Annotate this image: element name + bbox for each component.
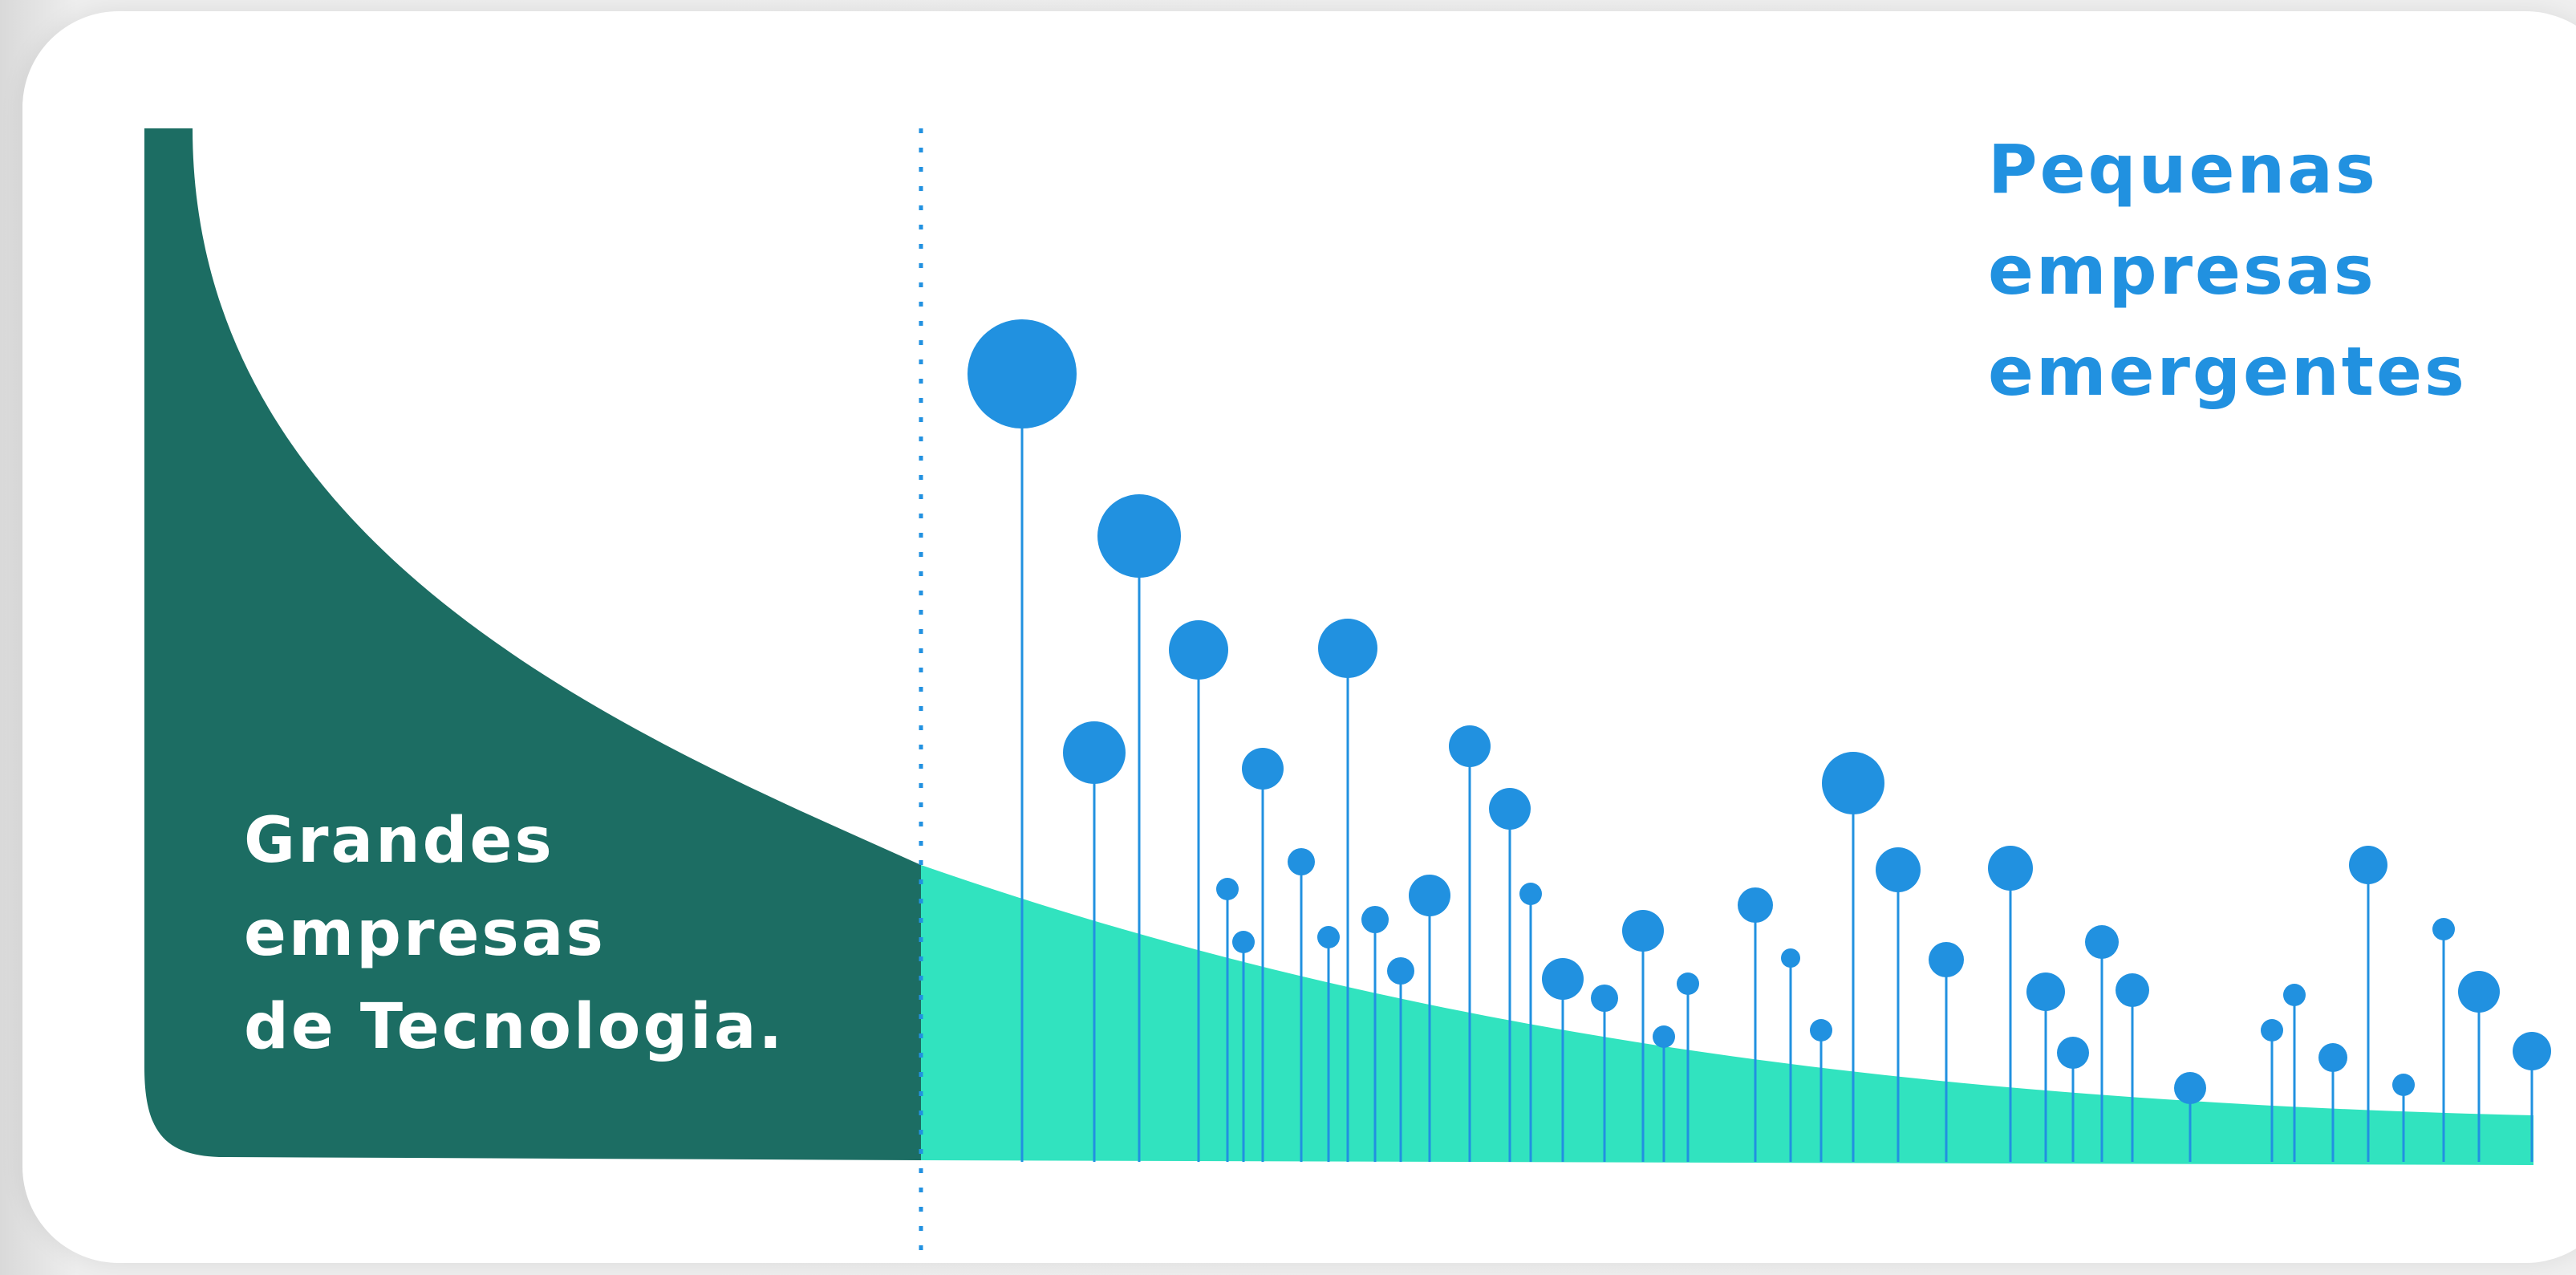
circle-pin-icon	[1097, 494, 1181, 578]
circle-pin-icon	[1677, 972, 1699, 995]
circle-pin-icon	[1988, 846, 2033, 891]
circle-pin-icon	[1591, 985, 1618, 1012]
circle-pin-icon	[1318, 619, 1377, 678]
circle-pin-icon	[1876, 847, 1921, 892]
circle-pin-icon	[2432, 918, 2455, 940]
circle-pin-icon	[1929, 942, 1964, 977]
big-tech-label-line-2: empresas	[244, 898, 606, 970]
startups-label-line-2: empresas	[1988, 231, 2376, 310]
circle-pin-icon	[2349, 846, 2387, 884]
circle-pin-icon	[2513, 1032, 2551, 1070]
circle-pin-icon	[1519, 883, 1542, 905]
circle-pin-icon	[968, 319, 1077, 428]
circle-pin-icon	[1489, 788, 1531, 830]
circle-pin-icon	[1653, 1025, 1675, 1048]
circle-pin-icon	[1822, 752, 1884, 814]
circle-pin-icon	[1288, 848, 1315, 875]
startups-label-line-1: Pequenas	[1988, 130, 2378, 209]
big-tech-label: Grandes empresas de Tecnologia.	[244, 794, 785, 1074]
circle-pin-icon	[1169, 620, 1228, 680]
big-tech-area	[144, 128, 921, 1160]
circle-pin-icon	[2057, 1037, 2089, 1069]
circle-pin-icon	[2116, 973, 2149, 1007]
circle-pin-icon	[1361, 906, 1389, 933]
circle-pin-icon	[1216, 878, 1239, 900]
circle-pin-icon	[1242, 748, 1284, 790]
circle-pin-icon	[2174, 1072, 2206, 1104]
circle-pin-icon	[1409, 875, 1450, 916]
circle-pin-icon	[1317, 926, 1340, 948]
circle-pin-icon	[1781, 948, 1800, 968]
circle-pin-icon	[1738, 887, 1773, 923]
big-tech-label-line-1: Grandes	[244, 805, 554, 877]
circle-pin-icon	[2261, 1019, 2283, 1042]
circle-pin-icon	[1232, 931, 1255, 953]
circle-pin-icon	[2283, 984, 2306, 1006]
circle-pin-icon	[1449, 725, 1491, 767]
circle-pin-icon	[2026, 972, 2065, 1011]
circle-pin-icon	[1542, 958, 1584, 1000]
big-tech-label-line-3: de Tecnologia.	[244, 991, 785, 1063]
startups-label-line-3: emergentes	[1988, 332, 2467, 411]
circle-pin-icon	[1063, 721, 1126, 784]
circle-pin-icon	[1810, 1019, 1832, 1042]
circle-pin-icon	[2085, 925, 2119, 959]
startups-label: Pequenas empresas emergentes	[1988, 119, 2467, 422]
circle-pin-icon	[2318, 1043, 2347, 1072]
startup-area	[921, 865, 2533, 1165]
circle-pin-icon	[1622, 910, 1664, 952]
startup-pins	[968, 319, 2551, 1162]
circle-pin-icon	[2392, 1074, 2415, 1096]
circle-pin-icon	[1387, 957, 1414, 985]
circle-pin-icon	[2458, 971, 2500, 1013]
